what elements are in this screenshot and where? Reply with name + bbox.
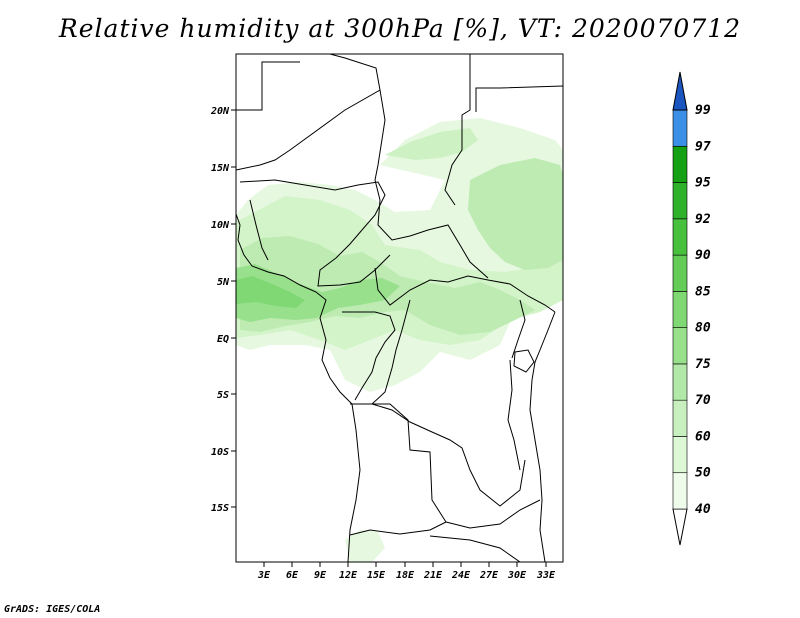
colorbar-bin	[672, 109, 688, 147]
colorbar-label: 99	[695, 103, 711, 118]
colorbar-bin	[672, 399, 688, 437]
colorbar-label: 75	[695, 357, 711, 372]
colorbar: 40 50 60 70 75 80 85 90 92 95 97 99	[672, 71, 711, 546]
border-north-3	[444, 54, 471, 206]
colorbar-bin	[672, 472, 688, 510]
lon-label-12e: 12E	[339, 570, 358, 581]
lon-label-9e: 9E	[314, 570, 327, 581]
humidity-region-north	[385, 128, 478, 160]
lon-label-18e: 18E	[396, 570, 415, 581]
colorbar-label: 95	[695, 176, 711, 191]
colorbar-bin	[672, 327, 688, 365]
colorbar-label: 50	[695, 466, 711, 481]
humidity-region-east	[468, 158, 563, 270]
grads-credit: GrADS: IGES/COLA	[4, 604, 101, 615]
longitude-axis: 3E 6E 9E 12E 15E 18E 21E 24E 27E 30E 33E	[257, 562, 556, 581]
border-car	[374, 267, 556, 313]
lat-label-15s: 15S	[211, 503, 229, 514]
border-chad	[374, 89, 489, 279]
colorbar-bin	[672, 254, 688, 292]
colorbar-bottom-triangle	[672, 508, 688, 546]
lat-label-20n: 20N	[210, 106, 230, 117]
colorbar-top-triangle	[672, 71, 688, 111]
humidity-region-south	[345, 530, 385, 562]
border-north-2	[236, 54, 381, 171]
lat-label-15n: 15N	[211, 163, 230, 174]
lat-label-10n: 10N	[211, 220, 230, 231]
colorbar-label: 60	[695, 429, 711, 444]
border-north-1	[236, 61, 300, 111]
border-cameroon	[317, 229, 391, 287]
lon-label-30e: 30E	[507, 570, 527, 581]
colorbar-bin	[672, 436, 688, 474]
lon-label-15e: 15E	[367, 570, 386, 581]
lon-label-27e: 27E	[479, 570, 499, 581]
colorbar-bin	[672, 182, 688, 220]
lon-label-6e: 6E	[286, 570, 299, 581]
lat-label-5s: 5S	[217, 390, 229, 401]
border-east-lakes	[507, 359, 521, 471]
lake-victoria	[513, 349, 535, 373]
map-title: Relative humidity at 300hPa [%], VT: 202…	[58, 14, 742, 43]
colorbar-label: 40	[695, 502, 711, 517]
border-congo	[342, 311, 396, 401]
lat-label-10s: 10S	[211, 447, 229, 458]
colorbar-bin	[672, 218, 688, 256]
lon-label-3e: 3E	[257, 570, 271, 581]
colorbar-label: 85	[695, 284, 711, 299]
border-north-4	[475, 85, 563, 112]
colorbar-label: 90	[695, 248, 711, 263]
colorbar-bin	[672, 363, 688, 401]
border-south	[429, 535, 521, 562]
border-east-2	[511, 299, 526, 359]
border-niger-nigeria	[239, 179, 386, 231]
border-gulf-lines	[249, 199, 269, 261]
lat-label-eq: EQ	[217, 334, 229, 345]
colorbar-bin	[672, 291, 688, 328]
humidity-region-core	[236, 276, 305, 308]
lon-label-21e: 21E	[423, 570, 443, 581]
colorbar-bin	[672, 145, 688, 183]
border-zambia	[445, 499, 541, 529]
map-frame	[235, 53, 564, 563]
colorbar-label: 92	[695, 212, 711, 227]
country-boundaries	[236, 54, 563, 562]
coastline-west-africa	[236, 213, 361, 562]
colorbar-label: 97	[695, 139, 711, 154]
lon-label-33e: 33E	[536, 570, 556, 581]
lon-label-24e: 24E	[451, 570, 471, 581]
border-angola	[349, 403, 447, 536]
coastline-east-africa	[529, 311, 556, 562]
latitude-axis: 20N 15N 10N 5N EQ 5S 10S 15S	[210, 106, 236, 514]
lat-label-5n: 5N	[217, 277, 230, 288]
border-drc	[371, 299, 526, 507]
colorbar-label: 70	[695, 393, 711, 408]
colorbar-label: 80	[695, 321, 711, 336]
humidity-shading	[236, 118, 563, 562]
